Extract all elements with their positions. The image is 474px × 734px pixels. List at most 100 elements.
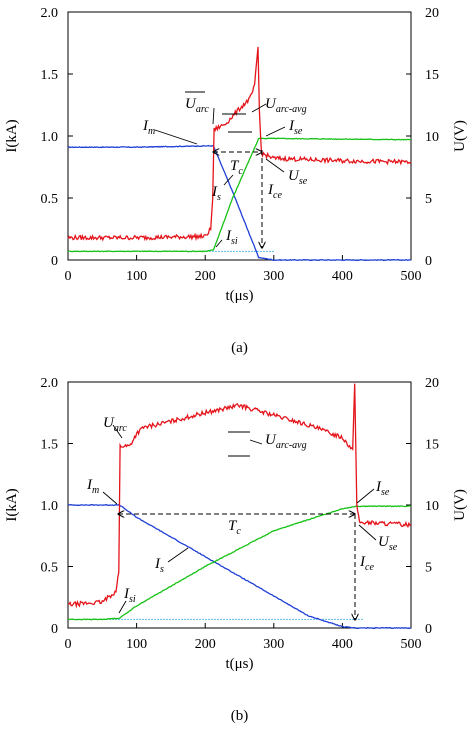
annotation-label: Uarc: [185, 96, 209, 115]
y-right-tick-label: 10: [425, 499, 439, 514]
x-tick-label: 400: [332, 637, 353, 652]
annotation-leader-line: [212, 107, 215, 125]
annotation-symbol: I: [375, 479, 382, 495]
annotation-leader-line: [223, 174, 234, 186]
chart-panel-b: 0 100 200 300 400 50000.51.01.52.005101520t(μ…: [4, 376, 468, 724]
annotation-subscript: ce: [365, 562, 374, 573]
annotation-label: Is: [211, 184, 221, 203]
y-left-tick-label: 0: [51, 622, 58, 637]
y-right-tick-label: 5: [425, 561, 432, 576]
annotation-label: Uarc-avg: [265, 96, 307, 115]
y-left-tick-label: 2.0: [41, 376, 59, 391]
annotation-symbol: U: [378, 534, 390, 550]
annotation-subscript: c: [238, 166, 243, 177]
annotation-leader-line: [251, 103, 267, 113]
annotation-symbol: I: [123, 586, 130, 602]
annotation-subscript: m: [92, 485, 99, 496]
x-tick-label: 400: [332, 269, 353, 284]
panel-caption: (b): [231, 708, 249, 724]
y-right-tick-label: 5: [425, 192, 432, 207]
annotation-label: Use: [378, 534, 398, 553]
x-axis-label: t(μs): [225, 288, 253, 304]
annotation-leader-line: [265, 158, 285, 173]
annotation-symbol: I: [225, 228, 232, 244]
annotation-symbol: U: [265, 96, 277, 112]
x-axis-label: t(μs): [225, 656, 253, 672]
annotation-subscript: c: [236, 526, 241, 537]
y-left-tick-label: 1.0: [41, 499, 59, 514]
annotation-label: Tc: [228, 518, 241, 537]
annotation-label: Ise: [288, 118, 303, 137]
annotation-label: Isi: [225, 228, 238, 247]
annotation-leader-line: [167, 547, 189, 563]
annotation-subscript: arc: [114, 423, 128, 434]
x-tick-label: 500: [401, 637, 422, 652]
annotation-symbol: U: [103, 415, 115, 431]
x-tick-label: 100: [126, 637, 147, 652]
annotation-symbol: T: [228, 518, 238, 534]
x-tick-label: 0: [65, 637, 72, 652]
annotation-symbol: U: [265, 432, 277, 448]
annotation-label: Is: [154, 556, 164, 575]
x-tick-label: 200: [195, 637, 216, 652]
annotation-leader-line: [215, 239, 223, 248]
annotation-subscript: ce: [273, 190, 282, 201]
annotation-symbol: I: [86, 477, 93, 493]
annotation-symbol: T: [230, 158, 240, 174]
x-tick-label: 300: [263, 637, 284, 652]
series-line-im: [67, 504, 412, 630]
annotation-label: Im: [142, 118, 155, 137]
x-tick-label: 0: [65, 269, 72, 284]
annotation-symbol: I: [359, 554, 366, 570]
annotation-subscript: se: [294, 126, 303, 137]
series-line-is: [67, 137, 411, 253]
annotation-subscript: arc: [196, 104, 210, 115]
y-right-tick-label: 15: [425, 438, 439, 453]
y-right-axis-label: U(V): [452, 489, 468, 521]
annotation-subscript: s: [217, 192, 221, 203]
y-right-tick-label: 20: [425, 376, 439, 391]
y-left-tick-label: 1.5: [41, 68, 59, 83]
annotation-symbol: I: [288, 118, 295, 134]
annotation-subscript: se: [389, 542, 398, 553]
annotation-leader-line: [118, 600, 127, 614]
y-right-tick-label: 10: [425, 130, 439, 145]
x-tick-label: 500: [401, 269, 422, 284]
annotation-symbol: U: [288, 168, 300, 184]
annotation-label: Ice: [267, 182, 282, 201]
y-left-axis-label: I(kA): [4, 119, 20, 152]
annotation-symbol: I: [211, 184, 218, 200]
annotation-label: Ice: [359, 554, 374, 573]
series-line-is: [67, 505, 412, 621]
series-line-u: [67, 383, 412, 609]
y-right-tick-label: 0: [425, 254, 432, 269]
annotation-symbol: I: [267, 182, 274, 198]
annotation-subscript: arc-avg: [276, 440, 307, 451]
annotation-label: Use: [288, 168, 308, 187]
annotation-subscript: se: [299, 176, 308, 187]
annotation-leader-line: [112, 424, 123, 439]
annotation-leader-line: [265, 126, 286, 137]
y-left-axis-label: I(kA): [4, 488, 20, 521]
y-left-tick-label: 0.5: [41, 561, 59, 576]
x-tick-label: 100: [126, 269, 147, 284]
annotation-symbol: I: [142, 118, 149, 134]
y-left-tick-label: 1.0: [41, 130, 59, 145]
series-line-u: [67, 46, 412, 242]
chart-panel-a: 0 100 200 300 400 50000.51.01.52.005101520t(μ…: [4, 6, 468, 356]
y-right-tick-label: 0: [425, 622, 432, 637]
annotation-subscript: si: [129, 594, 136, 605]
annotation-leader-line: [356, 488, 375, 504]
x-tick-label: 300: [263, 269, 284, 284]
annotation-leader-line: [249, 439, 263, 445]
annotation-symbol: I: [154, 556, 161, 572]
annotation-subscript: arc-avg: [276, 104, 307, 115]
annotation-label: Im: [86, 477, 99, 496]
y-left-tick-label: 0.5: [41, 192, 59, 207]
annotation-label: Uarc-avg: [265, 432, 307, 451]
x-tick-label: 200: [195, 269, 216, 284]
annotation-label: Isi: [123, 586, 136, 605]
annotation-subscript: si: [231, 236, 238, 247]
panel-caption: (a): [231, 340, 248, 356]
annotation-label: Uarc: [103, 415, 127, 434]
